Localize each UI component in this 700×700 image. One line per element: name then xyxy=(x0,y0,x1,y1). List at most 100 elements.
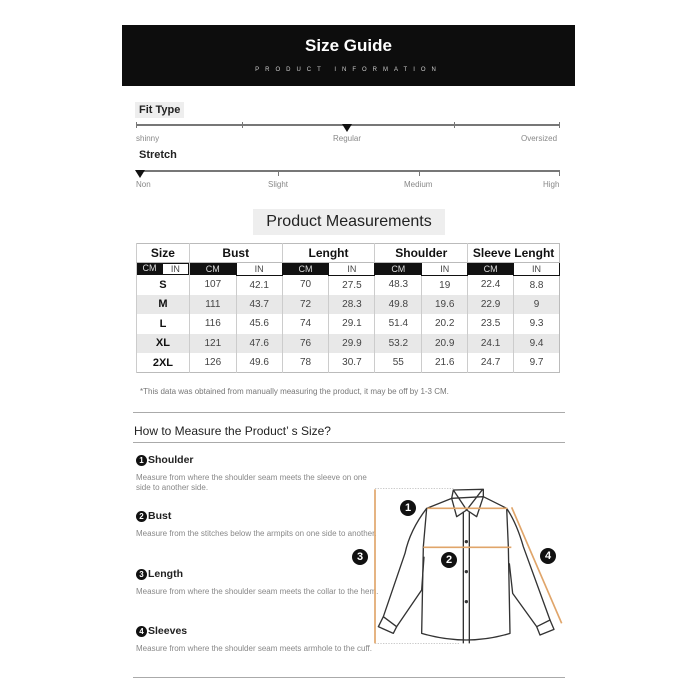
size-cell: L xyxy=(136,314,190,334)
page-subtitle: PRODUCT INFORMATION xyxy=(255,67,442,73)
value-cell: 42.1 xyxy=(235,275,283,295)
value-cell: 30.7 xyxy=(328,353,375,373)
shirt-placket xyxy=(462,511,470,644)
stretch-scale-label: Slight xyxy=(268,180,289,189)
size-cell: 2XL xyxy=(136,353,190,373)
item-description: Measure from the stitches below the armp… xyxy=(136,529,377,538)
tick xyxy=(454,122,455,128)
value-cell: 74 xyxy=(281,314,329,334)
value-cell: 116 xyxy=(188,314,237,334)
item-title: 2 Bust xyxy=(136,510,381,522)
item-description: Measure from where the shoulder seam mee… xyxy=(136,644,372,653)
number-3-icon: 3 xyxy=(136,568,147,580)
unit-in: IN xyxy=(328,262,376,276)
value-cell: 22.9 xyxy=(467,294,514,314)
value-cell: 126 xyxy=(188,353,237,373)
fit-scale-label: Oversized xyxy=(521,134,558,143)
value-cell: 51.4 xyxy=(374,314,422,334)
left-cuff xyxy=(377,616,398,634)
unit-in: IN xyxy=(161,263,189,275)
tick xyxy=(242,122,243,128)
fit-type-label: Fit Type xyxy=(135,102,185,118)
divider xyxy=(133,442,565,443)
unit-in: IN xyxy=(235,262,283,276)
tick xyxy=(136,122,137,128)
stretch-scale-label: Medium xyxy=(404,180,433,189)
stretch-marker-icon xyxy=(135,170,145,178)
divider xyxy=(133,677,565,678)
stretch-label: Stretch xyxy=(139,149,177,161)
divider xyxy=(133,412,565,413)
value-cell: 45.6 xyxy=(235,314,283,334)
value-cell: 24.1 xyxy=(467,333,514,353)
measure-item-length: 3 Length Measure from where the shoulder s… xyxy=(136,568,381,597)
unit-cm: CM xyxy=(374,262,422,275)
value-cell: 9.4 xyxy=(513,333,560,353)
fit-scale-label: Regular xyxy=(333,134,362,143)
page-title: Size Guide xyxy=(305,36,392,55)
item-description: Measure from where the shoulder seam mee… xyxy=(136,473,367,492)
unit-in: IN xyxy=(513,262,560,276)
header-bust: Bust xyxy=(188,243,283,263)
header-shoulder: Shoulder xyxy=(374,243,468,263)
measurements-title: Product Measurements xyxy=(253,209,445,235)
value-cell: 24.7 xyxy=(467,353,514,373)
unit-cell: CM IN xyxy=(136,262,190,275)
value-cell: 9 xyxy=(513,294,560,314)
unit-cm: CM xyxy=(467,262,514,275)
size-cell: M xyxy=(136,294,190,314)
value-cell: 23.5 xyxy=(467,314,514,334)
stretch-scale-label: Non xyxy=(136,180,151,189)
marker-4-icon: 4 xyxy=(540,548,556,564)
size-cell: S xyxy=(136,275,190,295)
item-title-text: Length xyxy=(148,568,183,580)
item-title: 4 Sleeves xyxy=(136,625,381,637)
table-row: L 116 45.6 74 29.1 51.4 20.2 23.5 9.3 xyxy=(136,314,560,334)
marker-2-icon: 2 xyxy=(441,552,457,568)
value-cell: 49.8 xyxy=(374,294,422,314)
number-4-icon: 4 xyxy=(136,625,147,637)
item-title-text: Shoulder xyxy=(148,454,194,466)
right-cuff xyxy=(536,619,555,636)
header-banner: Size Guide PRODUCT INFORMATION xyxy=(122,25,575,86)
value-cell: 8.8 xyxy=(513,275,560,295)
value-cell: 107 xyxy=(188,275,237,295)
tick xyxy=(419,170,420,176)
size-table: Size Bust Lenght Shoulder Sleeve Lenght … xyxy=(136,243,560,373)
item-title-text: Sleeves xyxy=(148,625,188,637)
header-size: Size xyxy=(136,243,190,263)
fit-type-marker-icon xyxy=(342,124,352,132)
value-cell: 22.4 xyxy=(467,275,514,295)
stretch-scale xyxy=(136,170,560,172)
number-2-icon: 2 xyxy=(136,510,147,522)
unit-cm: CM xyxy=(188,262,237,275)
value-cell: 72 xyxy=(281,294,329,314)
value-cell: 27.5 xyxy=(328,275,375,295)
value-cell: 29.9 xyxy=(328,333,375,353)
tick xyxy=(278,170,279,176)
value-cell: 48.3 xyxy=(374,275,422,295)
table-row: XL 121 47.6 76 29.9 53.2 20.9 24.1 9.4 xyxy=(136,333,560,353)
unit-cm: CM xyxy=(281,262,329,275)
value-cell: 9.3 xyxy=(513,314,560,334)
value-cell: 28.3 xyxy=(328,294,375,314)
unit-cm: CM xyxy=(137,263,162,275)
value-cell: 76 xyxy=(281,333,329,353)
right-sleeve xyxy=(506,507,551,628)
marker-3-icon: 3 xyxy=(352,549,368,565)
value-cell: 55 xyxy=(374,353,422,373)
value-cell: 21.6 xyxy=(421,353,468,373)
table-row: 2XL 126 49.6 78 30.7 55 21.6 24.7 9.7 xyxy=(136,353,560,373)
value-cell: 78 xyxy=(281,353,329,373)
item-title-text: Bust xyxy=(148,510,172,522)
value-cell: 70 xyxy=(281,275,329,295)
measure-item-shoulder: 1 Shoulder Measure from where the shoulder… xyxy=(136,454,381,493)
shirt-collar xyxy=(451,488,484,518)
item-title: 1 Shoulder xyxy=(136,454,381,466)
value-cell: 121 xyxy=(188,333,237,353)
value-cell: 49.6 xyxy=(235,353,283,373)
item-title: 3 Length xyxy=(136,568,381,580)
measure-item-sleeves: 4 Sleeves Measure from where the shoulder … xyxy=(136,625,381,654)
measure-item-bust: 2 Bust Measure from the stitches below the… xyxy=(136,510,381,539)
tick xyxy=(559,122,560,128)
